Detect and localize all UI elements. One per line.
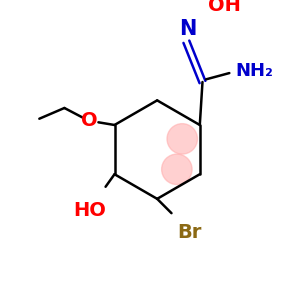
Text: HO: HO <box>73 200 106 220</box>
Circle shape <box>167 124 197 154</box>
Text: O: O <box>81 111 98 130</box>
Text: N: N <box>179 19 197 39</box>
Circle shape <box>162 154 192 184</box>
Text: Br: Br <box>177 224 202 242</box>
Text: OH: OH <box>208 0 241 15</box>
Text: NH₂: NH₂ <box>236 62 273 80</box>
